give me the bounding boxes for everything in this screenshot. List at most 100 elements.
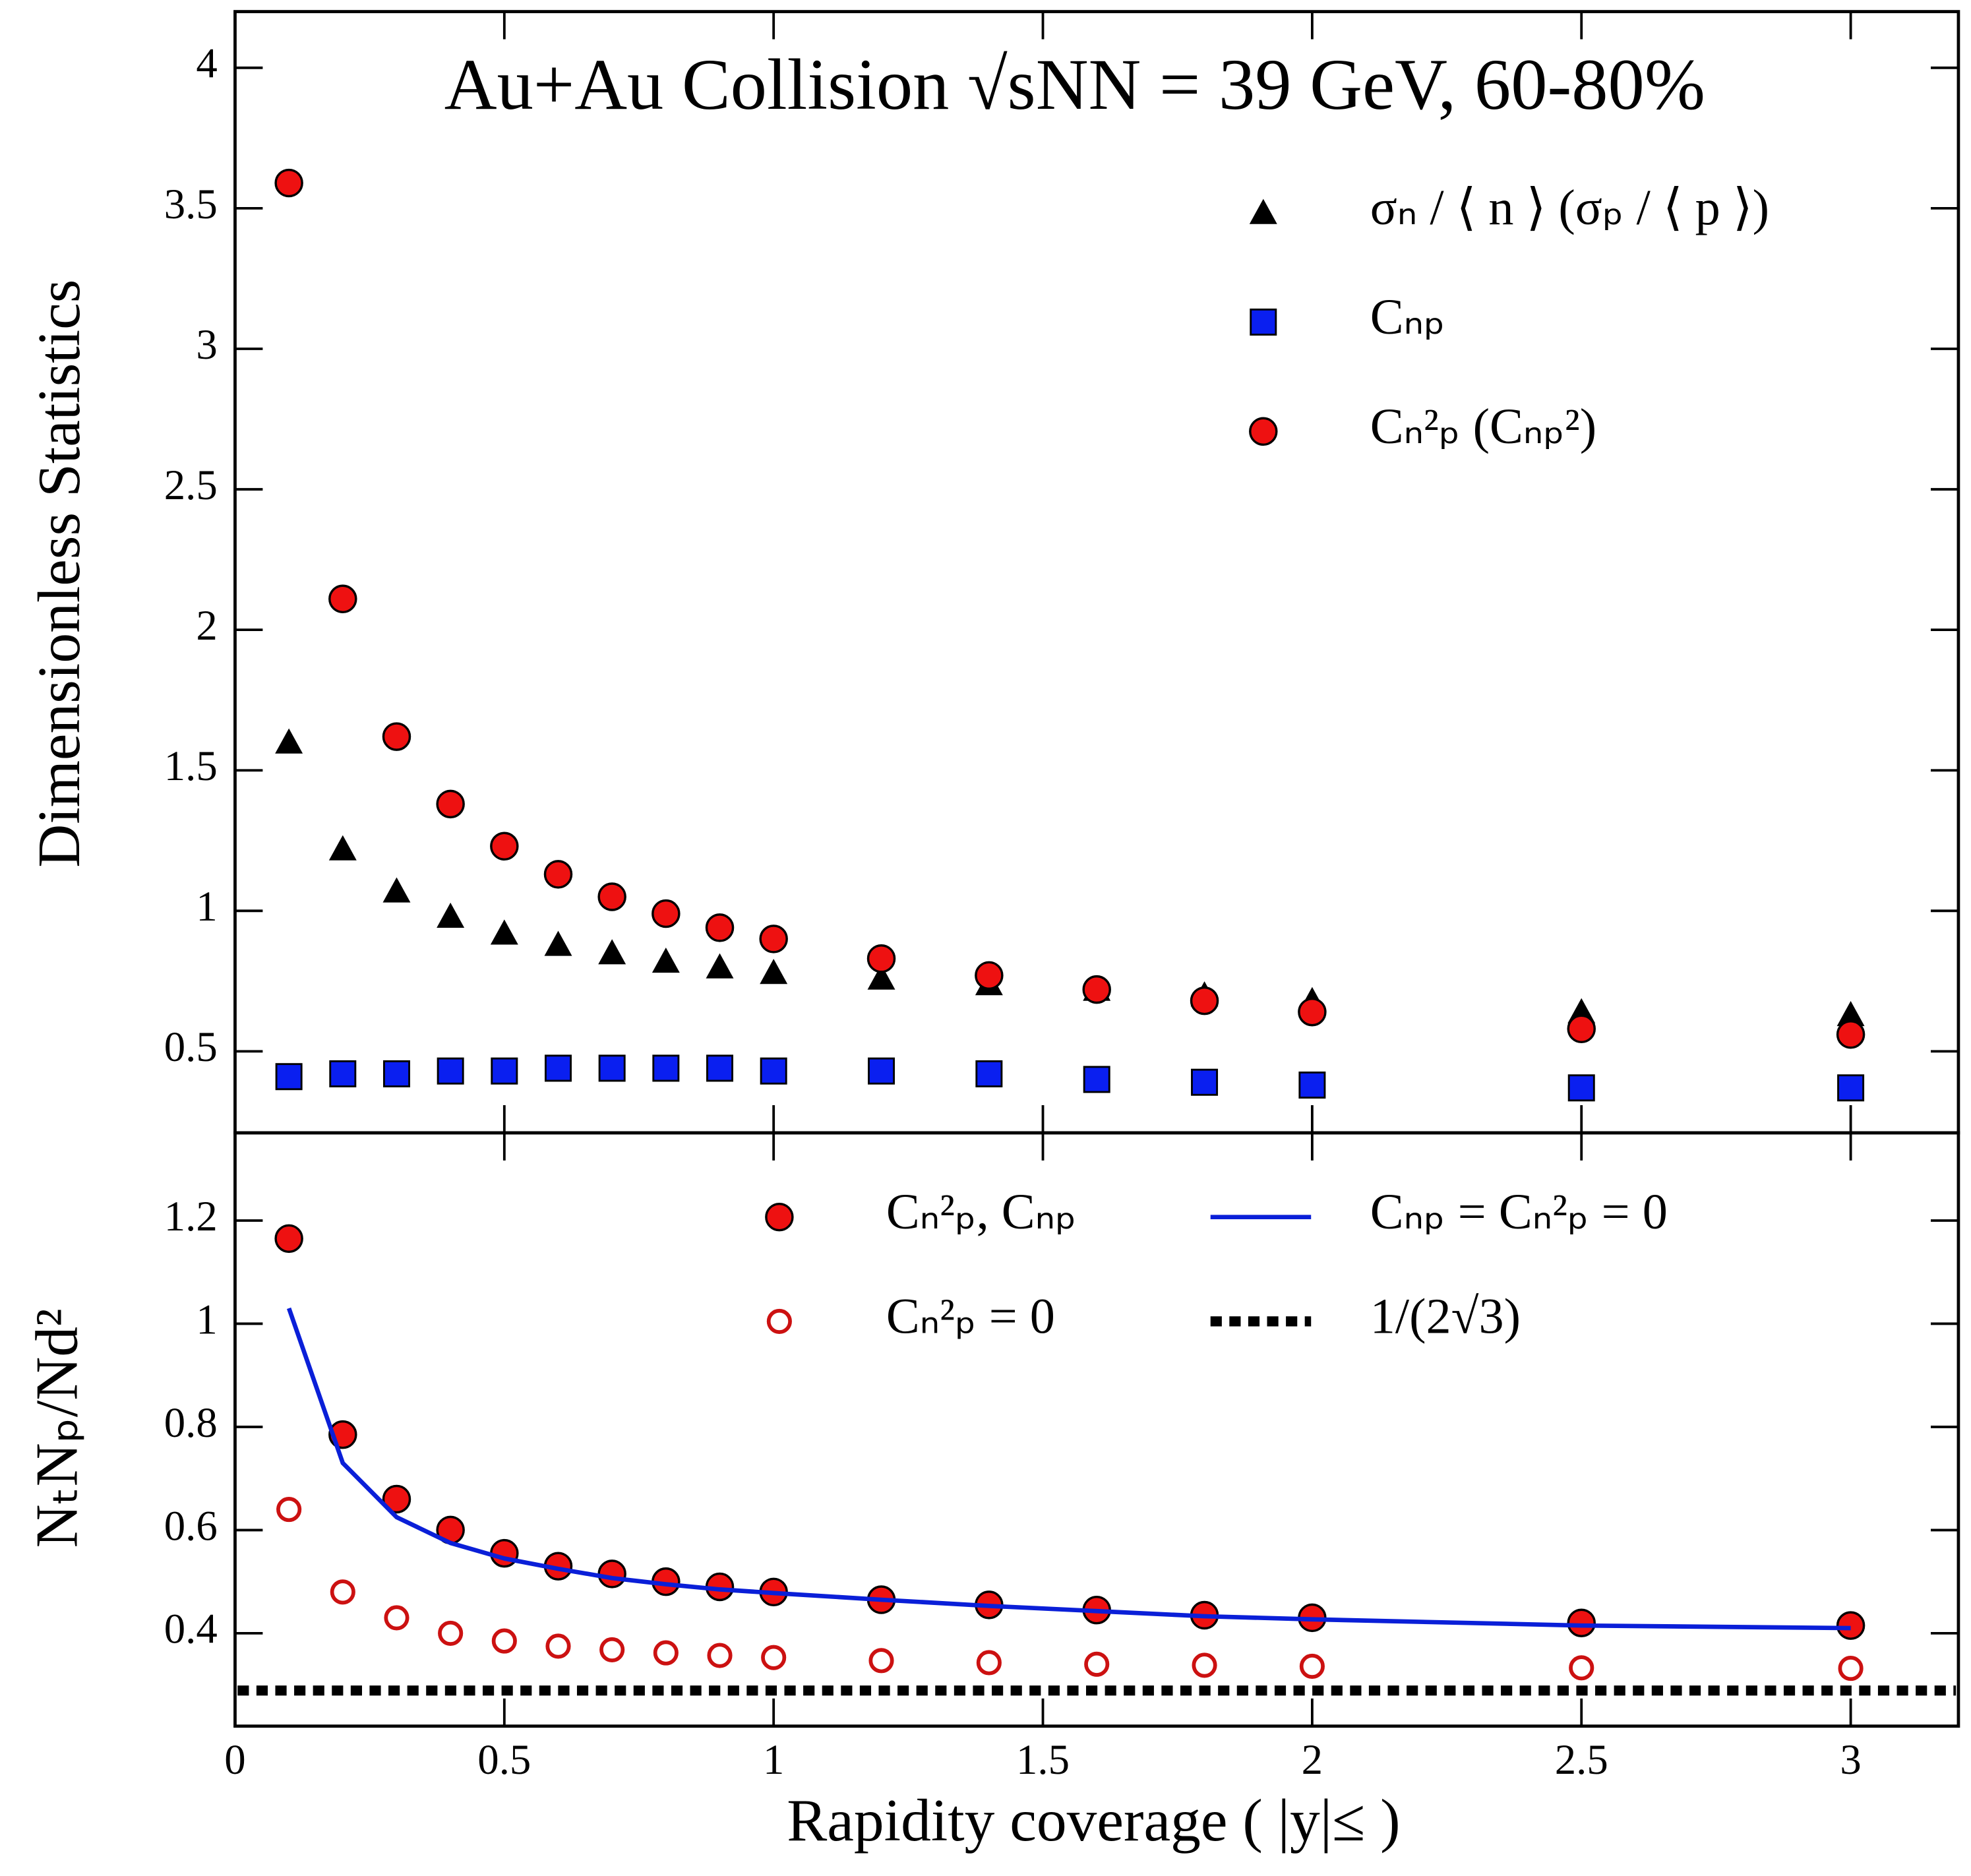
square-marker <box>1837 1074 1865 1102</box>
legend-label: Cₙ²ₚ = 0 <box>886 1288 1055 1344</box>
open-circle-marker <box>1299 1653 1325 1679</box>
circle-marker <box>490 832 519 861</box>
legend-marker <box>1249 417 1278 446</box>
open-circle-marker <box>599 1637 625 1662</box>
circle-marker <box>382 1484 411 1514</box>
legend-marker <box>1249 198 1277 224</box>
y-axis-label: Dimensionless Statistics <box>25 280 92 868</box>
circle-marker <box>436 789 465 819</box>
plot-frame <box>233 1131 1960 1728</box>
square-marker <box>545 1054 572 1082</box>
square-marker <box>1567 1074 1595 1102</box>
triangle-marker <box>760 959 788 984</box>
triangle-marker <box>437 902 465 928</box>
legend-marker <box>765 1202 794 1232</box>
square-marker <box>706 1054 733 1082</box>
square-marker <box>275 1063 303 1091</box>
y-tick-label: 0.5 <box>164 1023 218 1071</box>
y-tick-label: 1 <box>196 1296 217 1343</box>
circle-marker <box>382 722 411 751</box>
circle-marker <box>274 168 303 198</box>
open-circle-marker <box>1192 1652 1217 1678</box>
square-marker <box>975 1060 1003 1087</box>
open-circle-marker <box>707 1643 733 1668</box>
square-marker <box>598 1054 626 1082</box>
open-circle-marker <box>384 1605 409 1631</box>
x-tick-label: 1.5 <box>1016 1736 1070 1784</box>
triangle-marker <box>706 953 734 979</box>
circle-marker <box>274 1224 303 1254</box>
open-circle-marker <box>653 1640 679 1666</box>
y-tick-label: 3.5 <box>164 181 218 228</box>
legend-label: σₙ / ⟨ n ⟩ (σₚ / ⟨ p ⟩) <box>1370 180 1769 235</box>
y-tick-label: 2.5 <box>164 462 218 509</box>
open-circle-marker <box>1838 1656 1864 1681</box>
open-circle-marker <box>491 1628 517 1654</box>
x-tick-label: 0.5 <box>477 1736 531 1784</box>
circle-marker <box>1836 1611 1865 1640</box>
square-marker <box>1298 1072 1326 1099</box>
x-tick-label: 1 <box>763 1736 784 1784</box>
circle-marker <box>705 913 735 942</box>
triangle-marker <box>652 948 680 973</box>
circle-marker <box>543 860 573 889</box>
triangle-marker <box>867 964 895 990</box>
triangle-marker <box>544 930 572 956</box>
y-tick-label: 1.2 <box>164 1193 218 1240</box>
x-tick-label: 3 <box>1840 1736 1861 1784</box>
legend-label: Cₙ²ₚ, Cₙₚ <box>886 1184 1077 1240</box>
y-tick-label: 1.5 <box>164 742 218 790</box>
legend-label: Cₙₚ = Cₙ²ₚ = 0 <box>1370 1184 1668 1240</box>
open-circle-marker <box>545 1633 571 1659</box>
x-tick-label: 0 <box>224 1736 245 1784</box>
triangle-marker <box>382 877 411 903</box>
square-marker <box>329 1060 357 1087</box>
circle-marker <box>597 882 626 911</box>
triangle-marker <box>598 939 626 965</box>
circle-marker <box>1298 997 1327 1027</box>
triangle-marker <box>490 919 518 945</box>
x-tick-label: 2 <box>1302 1736 1323 1784</box>
circle-marker <box>328 584 357 613</box>
y-tick-label: 0.4 <box>164 1606 218 1653</box>
y-tick-label: 1 <box>196 883 217 930</box>
y-tick-label: 2 <box>196 602 217 650</box>
y-tick-label: 0.8 <box>164 1399 218 1447</box>
legend-marker <box>1250 308 1277 336</box>
chart-title: Au+Au Collision √sNN = 39 GeV, 60-80% <box>444 44 1705 125</box>
legend-label: Cₙ²ₚ (Cₙₚ²) <box>1370 399 1596 454</box>
circle-marker <box>759 924 788 953</box>
square-marker <box>652 1054 680 1082</box>
triangle-marker <box>275 728 303 754</box>
legend-marker <box>766 1308 792 1334</box>
circle-marker <box>866 944 896 973</box>
open-circle-marker <box>976 1650 1002 1676</box>
y-axis-label: NₜNₚ/Nd² <box>22 1308 90 1548</box>
y-tick-label: 3 <box>196 321 217 369</box>
square-marker <box>868 1057 895 1085</box>
triangle-marker <box>1836 1001 1865 1027</box>
open-circle-marker <box>438 1620 464 1646</box>
circle-marker <box>652 899 681 928</box>
open-circle-marker <box>1084 1651 1110 1677</box>
circle-marker <box>490 1538 519 1568</box>
open-circle-marker <box>1569 1655 1594 1681</box>
open-circle-marker <box>761 1645 787 1670</box>
legend-label: 1/(2√3) <box>1370 1288 1521 1344</box>
circle-marker <box>1567 1608 1596 1637</box>
circle-marker <box>1190 986 1219 1015</box>
square-marker <box>437 1057 464 1085</box>
line-series <box>286 1307 1851 1631</box>
open-circle-marker <box>330 1579 355 1605</box>
square-marker <box>1083 1066 1110 1093</box>
circle-marker <box>975 961 1004 990</box>
square-marker <box>1191 1068 1219 1096</box>
open-circle-marker <box>868 1648 894 1674</box>
legend-label: Cₙₚ <box>1370 289 1445 345</box>
circle-marker <box>1082 975 1111 1004</box>
y-tick-label: 0.6 <box>164 1502 218 1550</box>
circle-marker <box>1836 1020 1865 1049</box>
square-marker <box>760 1057 787 1085</box>
